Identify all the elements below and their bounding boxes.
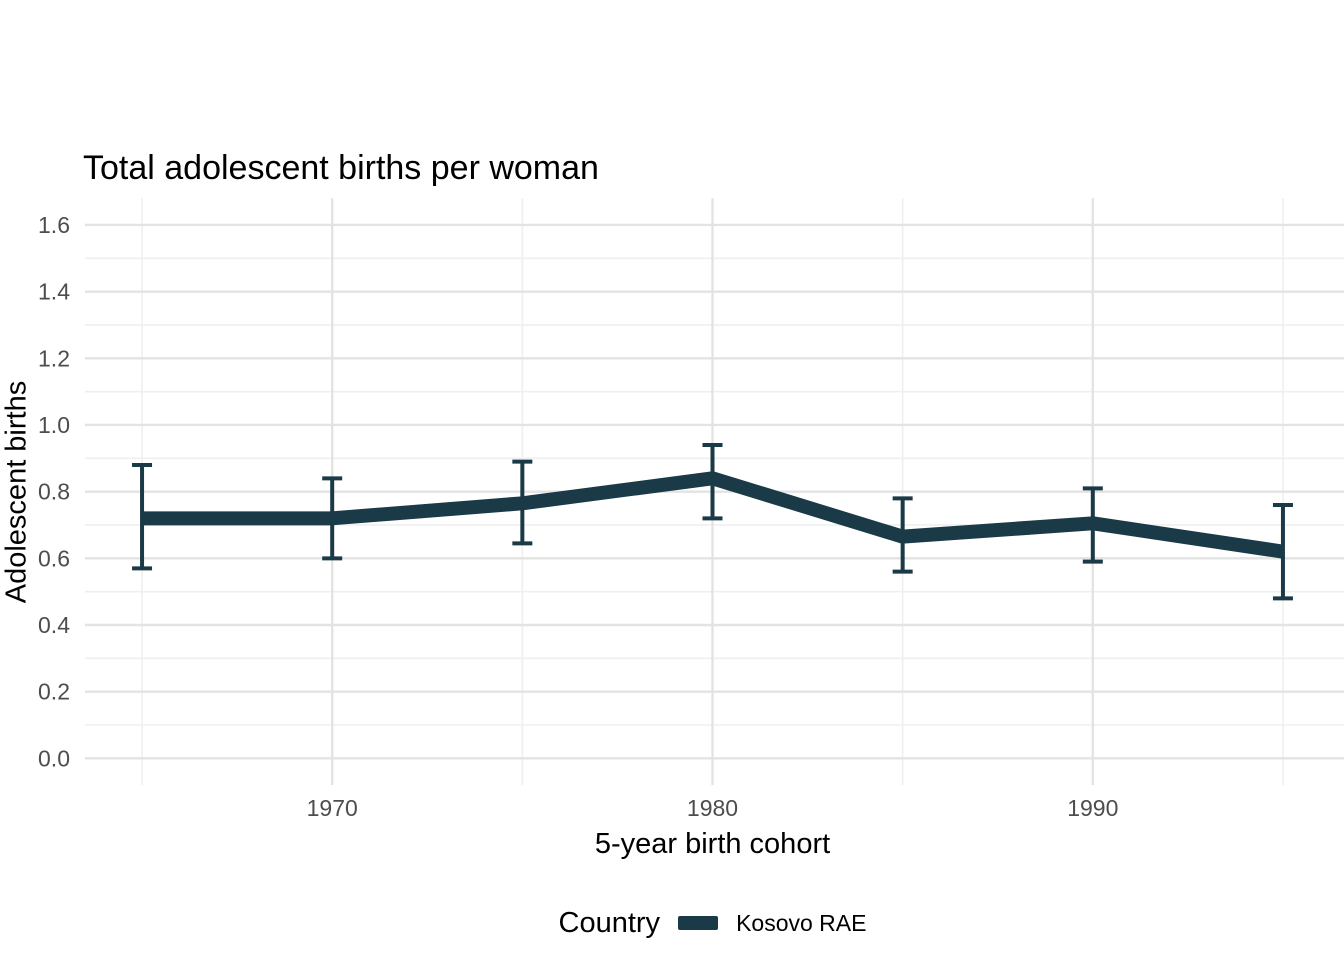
legend: Country Kosovo RAE <box>85 898 1340 948</box>
y-tick-label: 0.2 <box>38 679 70 705</box>
y-tick-label: 0.0 <box>38 745 70 771</box>
x-tick-label: 1980 <box>687 795 738 821</box>
y-tick-label: 0.4 <box>38 612 70 638</box>
y-tick-label: 1.4 <box>38 279 70 305</box>
x-axis-title: 5-year birth cohort <box>594 828 831 860</box>
y-tick-label: 1.2 <box>38 345 70 371</box>
x-tick-label: 1990 <box>1067 795 1118 821</box>
y-tick-label: 1.6 <box>38 212 70 238</box>
y-tick-label: 0.8 <box>38 479 70 505</box>
legend-title: Country <box>558 906 661 939</box>
x-tick-label: 1970 <box>307 795 358 821</box>
chart-title: Total adolescent births per woman <box>83 149 599 187</box>
y-tick-label: 1.0 <box>38 412 70 438</box>
series-line <box>142 471 1284 559</box>
legend-line-swatch <box>678 916 719 930</box>
legend-label-kosovo-rae: Kosovo RAE <box>736 909 867 936</box>
y-tick-label: 0.6 <box>38 545 70 571</box>
